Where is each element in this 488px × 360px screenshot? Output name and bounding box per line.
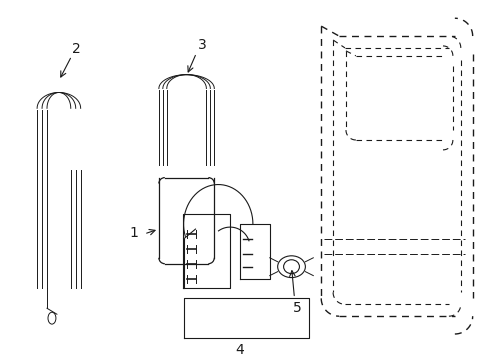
Text: 1: 1 [129,226,138,240]
Text: 3: 3 [198,38,206,52]
Text: 5: 5 [292,301,301,315]
Text: 2: 2 [72,42,81,56]
Text: 4: 4 [235,343,244,357]
